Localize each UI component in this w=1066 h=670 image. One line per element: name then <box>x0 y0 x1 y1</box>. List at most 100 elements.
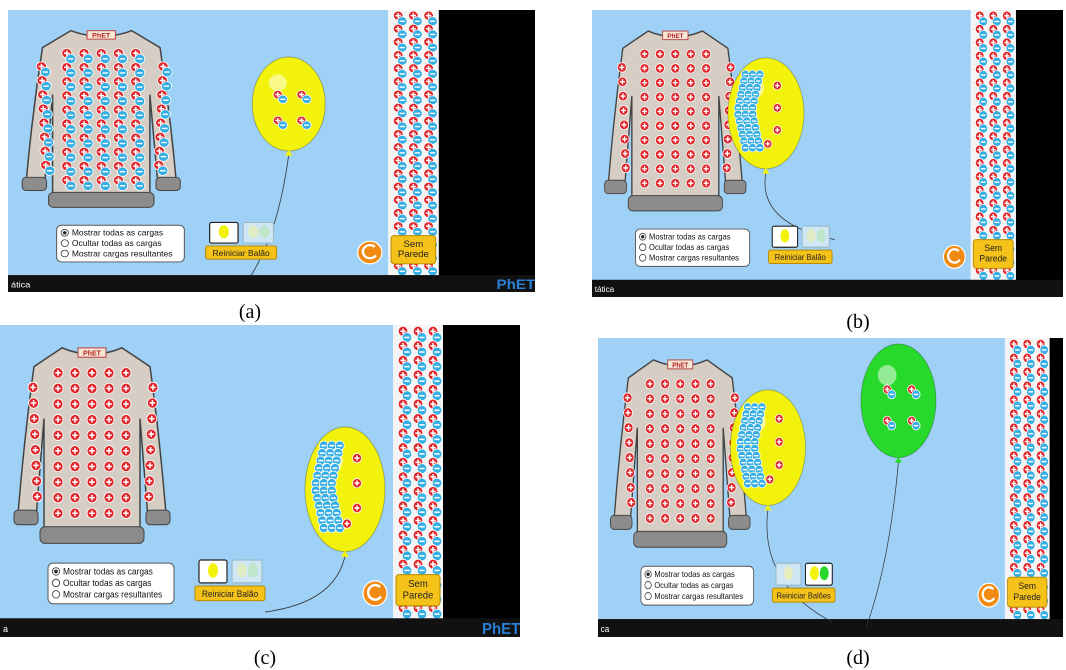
reset-balloon-label[interactable]: Reiniciar Balão <box>212 249 270 258</box>
wall-button[interactable] <box>395 574 441 607</box>
radio-label[interactable]: Mostrar todas as cargas <box>63 566 153 576</box>
charge-options-panel <box>635 228 751 267</box>
charge-sign <box>395 210 401 216</box>
charge-sign <box>688 151 694 158</box>
radio-label[interactable]: Mostrar todas as cargas <box>654 570 734 579</box>
toggle-icon <box>784 566 793 581</box>
reset-balloon-button[interactable] <box>771 587 836 603</box>
negative-charge <box>427 213 438 224</box>
charge-sign <box>693 411 698 417</box>
wall-button-label[interactable]: Sem <box>984 243 1002 253</box>
positive-charge <box>145 428 157 440</box>
charge-sign <box>395 171 401 177</box>
positive-charge <box>52 367 64 379</box>
radio-label[interactable]: Mostrar todas as cargas <box>649 232 731 241</box>
reset-balloon-label[interactable]: Reiniciar Balão <box>775 253 827 262</box>
charge-sign <box>400 532 406 538</box>
negative-charge <box>117 180 128 191</box>
sweater-waistband <box>627 195 723 212</box>
wall-button-label[interactable]: Parede <box>403 590 434 601</box>
radio-button[interactable] <box>639 243 647 252</box>
radio-label[interactable]: Mostrar todas as cargas <box>72 229 163 238</box>
radio-button[interactable] <box>644 581 652 590</box>
radio-label[interactable]: Ocultar todas as cargas <box>63 578 151 588</box>
balloon[interactable] <box>250 56 326 276</box>
positive-charge <box>392 10 404 21</box>
negative-charge <box>99 53 111 64</box>
reset-balloon-label[interactable]: Reiniciar Balão <box>202 589 259 599</box>
wall-button[interactable] <box>390 235 437 265</box>
negative-charge <box>65 166 77 177</box>
balloon-highlight <box>877 364 897 386</box>
charge-sign <box>647 381 653 387</box>
positive-charge <box>655 177 665 189</box>
radio-label[interactable]: Mostrar cargas resultantes <box>649 253 739 262</box>
radio-label[interactable]: Mostrar cargas resultantes <box>63 589 162 599</box>
radio-button[interactable] <box>60 249 69 258</box>
radio-label[interactable]: Mostrar cargas resultantes <box>654 592 743 601</box>
charge-sign <box>415 415 421 422</box>
charge-sign <box>677 485 683 492</box>
positive-charge <box>120 367 132 379</box>
positive-charge <box>690 453 701 464</box>
positive-charge <box>675 378 686 390</box>
radio-button[interactable] <box>60 239 69 247</box>
charge-sign <box>703 137 709 143</box>
positive-charge <box>685 120 696 131</box>
charge-sign <box>990 106 996 113</box>
positive-charge <box>620 148 631 159</box>
charge-sign <box>977 133 983 139</box>
wall-button-label[interactable]: Sem <box>408 579 428 590</box>
balloon-body <box>251 56 326 152</box>
charge-sign <box>41 120 47 126</box>
positive-charge <box>645 393 655 405</box>
positive-charge <box>685 63 696 74</box>
balloon[interactable] <box>729 389 833 623</box>
balloon[interactable] <box>264 426 386 613</box>
reset-all-icon <box>367 583 382 601</box>
radio-label[interactable]: Ocultar todas as cargas <box>72 239 162 248</box>
radio-label[interactable]: Ocultar todas as cargas <box>654 581 733 590</box>
radio-button[interactable] <box>644 592 652 601</box>
wall-button-label[interactable]: Parede <box>979 253 1007 263</box>
charge-sign <box>1011 397 1017 403</box>
radio-label[interactable]: Mostrar cargas resultantes <box>72 250 173 259</box>
wall-button-label[interactable]: Parede <box>1014 592 1041 603</box>
reset-balloon-button[interactable] <box>194 585 266 602</box>
positive-charge <box>86 492 98 504</box>
sweater-cuff <box>21 176 48 191</box>
reset-balloon-button[interactable] <box>768 249 833 264</box>
charge-sign <box>990 40 996 46</box>
radio-label[interactable]: Ocultar todas as cargas <box>649 243 729 252</box>
radio-button[interactable] <box>639 253 647 262</box>
negative-charge <box>65 96 77 107</box>
charge-sign <box>400 444 406 451</box>
dark-strip <box>1015 10 1064 297</box>
charge-sign <box>415 343 421 349</box>
balloon[interactable] <box>860 343 937 628</box>
reset-balloon-label[interactable]: Reiniciar Balões <box>777 591 831 600</box>
positive-charge <box>103 367 115 379</box>
radio-button[interactable] <box>52 578 61 588</box>
wall-button[interactable] <box>1007 576 1048 608</box>
positive-charge <box>120 460 132 473</box>
reset-balloon-button[interactable] <box>205 245 278 260</box>
sweater-logo: PhET <box>667 33 683 40</box>
charge-sign <box>425 65 432 71</box>
wall-button-label[interactable]: Sem <box>404 239 424 249</box>
negative-charge <box>1005 163 1016 174</box>
positive-charge <box>670 48 681 60</box>
wall-button[interactable] <box>972 239 1014 269</box>
positive-charge <box>660 438 670 450</box>
charge-sign <box>410 92 417 98</box>
radio-button[interactable] <box>52 590 61 599</box>
balloon[interactable] <box>727 57 835 240</box>
charge-sign <box>89 510 95 517</box>
negative-charge <box>992 230 1002 241</box>
wall-button-label[interactable]: Sem <box>1019 581 1036 592</box>
toggle-icon <box>816 229 826 243</box>
charge-sign <box>123 494 129 501</box>
wall-button-label[interactable]: Parede <box>398 250 429 260</box>
charge-sign <box>415 444 421 451</box>
charge-sign <box>39 92 46 98</box>
